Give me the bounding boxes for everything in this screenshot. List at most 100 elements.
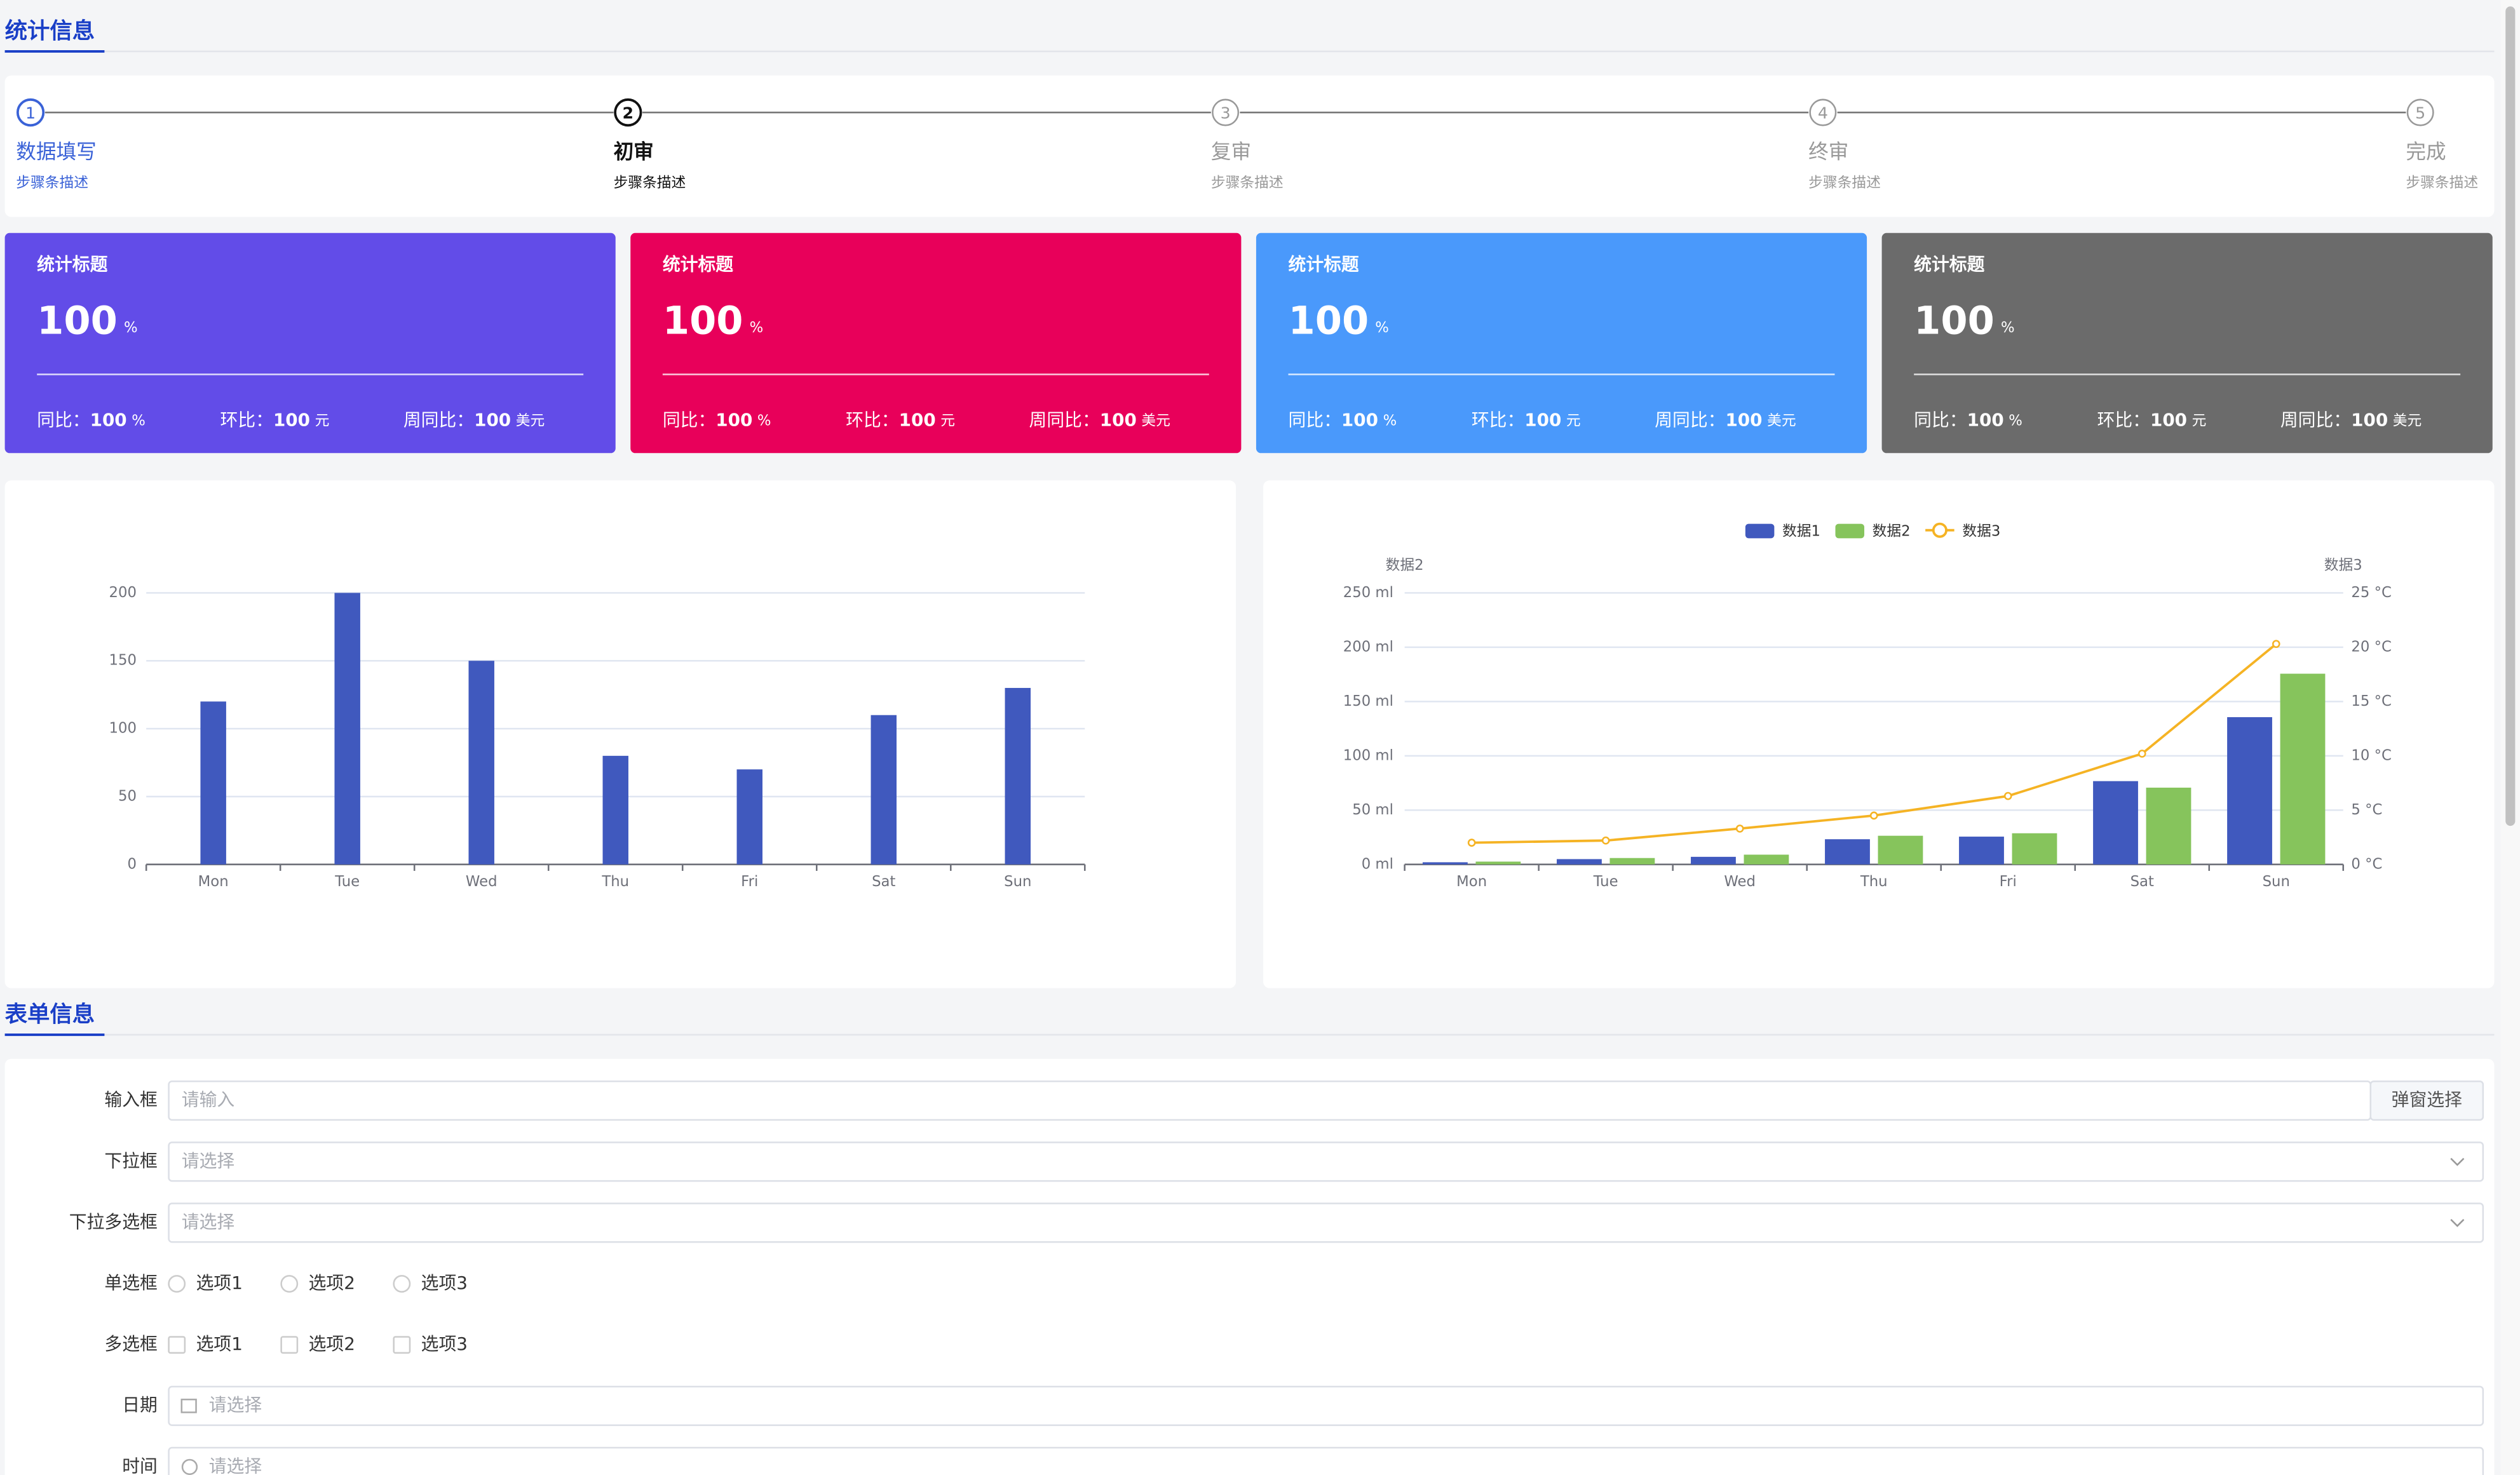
stat-item-value: 100 bbox=[1100, 410, 1137, 431]
line-point bbox=[1467, 839, 1476, 847]
x-tick-label: Wed bbox=[1724, 873, 1756, 890]
line-point bbox=[1735, 825, 1744, 833]
legend-marker bbox=[1932, 522, 1948, 538]
x-tick-label: Wed bbox=[466, 873, 498, 890]
bar bbox=[1744, 854, 1789, 865]
checkbox[interactable] bbox=[168, 1336, 186, 1354]
x-tick-label: Thu bbox=[1860, 873, 1888, 890]
stat-item-label: 环比： bbox=[846, 410, 898, 431]
stat-unit: % bbox=[1375, 319, 1389, 335]
input-box[interactable] bbox=[168, 1142, 2484, 1182]
stat-item-label: 同比： bbox=[663, 410, 715, 431]
popup-button-label[interactable]: 弹窗选择 bbox=[2392, 1089, 2462, 1110]
y-tick-label: 100 bbox=[109, 720, 137, 737]
stat-unit: % bbox=[750, 319, 764, 335]
form-label: 时间 bbox=[122, 1455, 158, 1475]
option-label[interactable]: 选项1 bbox=[196, 1272, 243, 1293]
input-box[interactable] bbox=[168, 1446, 2484, 1475]
stat-number: 100 bbox=[1914, 299, 1995, 343]
stat-item-unit: 元 bbox=[940, 412, 955, 429]
bar bbox=[1959, 837, 2004, 865]
option-label[interactable]: 选项3 bbox=[421, 1272, 468, 1293]
stat-item: 周同比：100 美元 bbox=[1029, 410, 1170, 431]
stat-item-value: 100 bbox=[474, 410, 511, 431]
x-tick-label: Fri bbox=[741, 873, 758, 890]
stat-title: 统计标题 bbox=[1914, 253, 1984, 274]
stat-value: 100% bbox=[37, 299, 137, 343]
bar bbox=[468, 661, 494, 865]
option-label[interactable]: 选项2 bbox=[309, 1333, 355, 1354]
step-title: 初审 bbox=[614, 140, 654, 163]
y-tick-label: 25 °C bbox=[2351, 584, 2391, 601]
popup-button[interactable] bbox=[2369, 1081, 2484, 1121]
y-axis-name: 数据2 bbox=[1386, 557, 1424, 574]
step-circle bbox=[1212, 98, 1240, 126]
step-title: 数据填写 bbox=[16, 140, 96, 163]
step-desc: 步骤条描述 bbox=[1211, 175, 1284, 191]
step-desc: 步骤条描述 bbox=[1808, 175, 1881, 191]
line-point bbox=[2137, 750, 2146, 758]
line-point bbox=[1601, 836, 1610, 845]
bar bbox=[870, 715, 897, 865]
radio[interactable] bbox=[280, 1275, 299, 1293]
y2-axis-name: 数据3 bbox=[2324, 557, 2362, 574]
x-tick-label: Thu bbox=[601, 873, 629, 890]
stat-number: 100 bbox=[37, 299, 118, 343]
checkbox[interactable] bbox=[393, 1336, 411, 1354]
x-tick-label: Sun bbox=[2263, 873, 2290, 890]
stat-value: 100% bbox=[1289, 299, 1389, 343]
bar bbox=[736, 769, 762, 865]
step-number: 3 bbox=[1221, 104, 1231, 123]
x-tick-label: Sat bbox=[872, 873, 895, 890]
stat-item: 环比：100 元 bbox=[1472, 410, 1581, 431]
option-label[interactable]: 选项1 bbox=[196, 1333, 243, 1354]
stat-item-value: 100 bbox=[273, 410, 310, 431]
option-label[interactable]: 选项3 bbox=[421, 1333, 468, 1354]
input-box[interactable] bbox=[168, 1385, 2484, 1426]
input-box[interactable] bbox=[168, 1081, 2372, 1121]
x-tick-label: Tue bbox=[334, 873, 360, 890]
step-desc: 步骤条描述 bbox=[614, 175, 686, 191]
stat-item-unit: 美元 bbox=[516, 412, 545, 429]
x-tick-label: Tue bbox=[1593, 873, 1618, 890]
bar bbox=[1557, 859, 1602, 865]
input-placeholder: 请选择 bbox=[209, 1455, 262, 1475]
y-tick-label: 50 ml bbox=[1352, 802, 1393, 818]
input-placeholder: 请输入 bbox=[182, 1089, 234, 1110]
input-box[interactable] bbox=[168, 1202, 2484, 1243]
bar bbox=[1005, 687, 1031, 865]
step-number: 4 bbox=[1818, 104, 1828, 123]
stat-item-value: 100 bbox=[715, 410, 752, 431]
bar bbox=[1423, 862, 1468, 865]
stat-item-value: 100 bbox=[2150, 410, 2187, 431]
stat-item: 同比：100% bbox=[663, 410, 771, 431]
stat-item: 同比：100% bbox=[1914, 410, 2022, 431]
legend-label: 数据2 bbox=[1873, 523, 1911, 540]
checkbox[interactable] bbox=[280, 1336, 299, 1354]
step-title: 完成 bbox=[2406, 140, 2446, 163]
radio[interactable] bbox=[393, 1275, 411, 1293]
input-placeholder: 请选择 bbox=[182, 1211, 235, 1232]
stat-item-unit: % bbox=[1383, 412, 1397, 429]
stat-item-value: 100 bbox=[1725, 410, 1762, 431]
y-tick-label: 150 ml bbox=[1343, 693, 1393, 710]
x-tick-label: Fri bbox=[2000, 873, 2017, 890]
form-label: 输入框 bbox=[104, 1089, 157, 1110]
y-tick-label: 250 ml bbox=[1343, 584, 1393, 601]
stat-title: 统计标题 bbox=[663, 253, 733, 274]
step-number: 2 bbox=[623, 104, 634, 123]
stat-title: 统计标题 bbox=[37, 253, 107, 274]
stat-item: 周同比：100 美元 bbox=[1655, 410, 1796, 431]
section-title: 表单信息 bbox=[5, 1002, 95, 1028]
stat-item-unit: % bbox=[2009, 412, 2022, 429]
stat-number: 100 bbox=[1289, 299, 1369, 343]
legend-label: 数据3 bbox=[1962, 523, 2000, 540]
dropdown-arrow bbox=[2450, 1218, 2465, 1227]
section-title: 统计信息 bbox=[5, 18, 95, 44]
stat-card bbox=[1256, 232, 1867, 454]
option-label[interactable]: 选项2 bbox=[309, 1272, 355, 1293]
radio[interactable] bbox=[168, 1275, 186, 1293]
stat-item: 环比：100 元 bbox=[846, 410, 955, 431]
stat-item-unit: 元 bbox=[2192, 412, 2207, 429]
y-tick-label: 0 bbox=[128, 856, 137, 872]
